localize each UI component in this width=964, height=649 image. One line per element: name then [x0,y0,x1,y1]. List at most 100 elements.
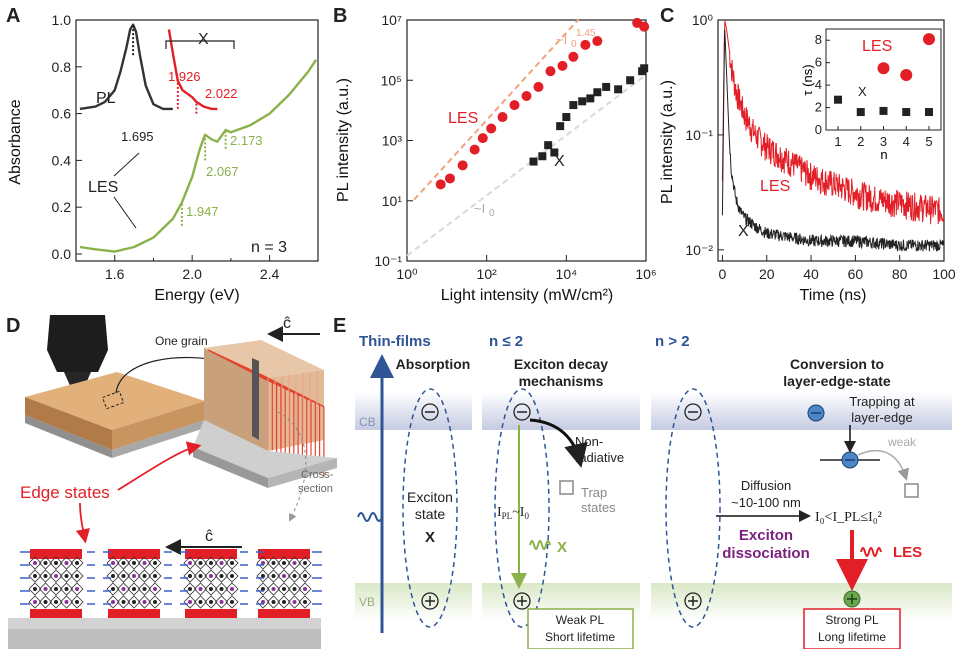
lattice-octahedron [70,569,84,583]
panel-d: D One grain ĉ [6,315,337,649]
a-xtick-label: 1.6 [105,266,125,282]
lattice-octahedron [225,582,239,596]
lattice-atom [33,574,37,578]
lattice-octahedron [28,595,42,609]
b-ytick-label: 10⁻¹ [374,253,402,269]
e-photon-green [529,540,551,550]
d-c-axis2: ĉ [205,528,213,545]
lattice-atom [153,600,157,604]
d-edge-states: Edge states [20,483,110,502]
e-trap-box-2 [904,483,919,498]
lattice-octahedron [38,556,53,570]
a-x-bracket [165,40,235,49]
lattice-atom [188,561,192,565]
b-point-les [477,133,488,144]
lattice-atom [292,574,297,578]
lattice-atom [230,587,234,591]
lattice-atom [54,574,58,578]
b-point-x [550,148,559,157]
lattice-octahedron [183,582,197,596]
a-xtick-label: 2.0 [182,266,202,282]
c-inset-point-x [879,106,888,115]
b-point-les [486,123,497,134]
lattice-atom [198,561,203,565]
lattice-atom [188,574,192,578]
lattice-atom [43,574,48,578]
e-conversion: Conversion to [790,356,884,372]
lattice-octahedron [266,556,281,570]
b-point-x [578,97,587,106]
lattice-octahedron [70,582,84,596]
b-xtick-label: 10⁰ [396,266,418,282]
edge-state-bottom [108,609,160,619]
e-trapping: Trapping at [849,394,915,409]
lattice-octahedron [183,595,197,609]
b-point-les [533,81,544,92]
a-ytick-label: 0.8 [52,59,72,75]
a-les-label: LES [88,179,118,196]
lattice-octahedron [183,556,197,570]
b-axis-ticks: 10⁰ 10² 10⁴ 10⁶ 10⁻¹ 10¹ 10³ 10⁵ 10⁷ [374,12,656,282]
c-inset-point-les [923,33,935,46]
lattice-atom [153,574,157,578]
e-weak-pl: Weak PL [556,613,605,627]
e-col3-title: n > 2 [655,333,690,350]
c-xtick-label: 80 [892,266,908,282]
lattice-atom [271,600,276,604]
c-series-x [721,29,945,252]
c-inset-xtick-label: 4 [903,134,910,149]
lattice-atom [292,561,297,565]
panel-label-d: D [6,315,20,337]
e-nonradiative-arrow [529,418,588,468]
grain-layer-line [263,377,325,408]
b-point-les [568,51,579,62]
b-fit-les [413,18,580,201]
lattice-atom [33,561,37,565]
b-x-label: X [554,153,565,170]
grain-cut [252,358,259,440]
a-ytick-label: 0.4 [52,152,72,168]
b-fit-x [406,74,647,257]
lattice-octahedron [137,595,152,609]
d-substrate [8,618,321,629]
e-non: Non- [575,434,603,449]
lattice-atom [282,574,286,578]
e-x-bold: X [425,529,435,546]
panel-label-c: C [660,5,674,27]
lattice-octahedron [256,556,270,570]
lattice-atom [132,574,136,578]
c-xtick-label: 100 [932,266,956,282]
c-inset-xtick-label: 3 [880,134,887,149]
b-ylabel: PL intensity (a.u.) [335,78,352,202]
grain-block [193,340,337,488]
a-ytick-label: 0.0 [52,246,72,262]
lattice-octahedron [38,582,53,596]
lattice-atom [230,600,234,604]
a-series [79,23,318,253]
lattice-atom [43,561,48,565]
e-exciton-ellipse-1 [402,388,458,628]
lattice-octahedron [287,569,302,583]
lattice-octahedron [127,569,141,583]
e-electron-1 [421,403,439,421]
lattice-atom [261,600,265,604]
c-xtick-label: 20 [759,266,775,282]
c-inset-xtick-label: 1 [834,134,841,149]
lattice-atom [111,587,115,591]
c-inset-x: X [858,84,867,99]
lattice-atom [303,574,307,578]
lattice-octahedron [256,595,270,609]
lattice-atom [282,587,286,591]
c-xlabel: Time (ns) [800,287,867,304]
lattice-octahedron [116,595,131,609]
e-photon-in [357,512,383,522]
lattice-octahedron [225,595,239,609]
lattice-atom [54,561,58,565]
cb-band-2 [482,392,640,430]
lattice-octahedron [204,569,218,583]
lattice-octahedron [277,569,291,583]
e-strong-pl: Strong PL [825,613,879,627]
lattice-atom [261,561,265,565]
